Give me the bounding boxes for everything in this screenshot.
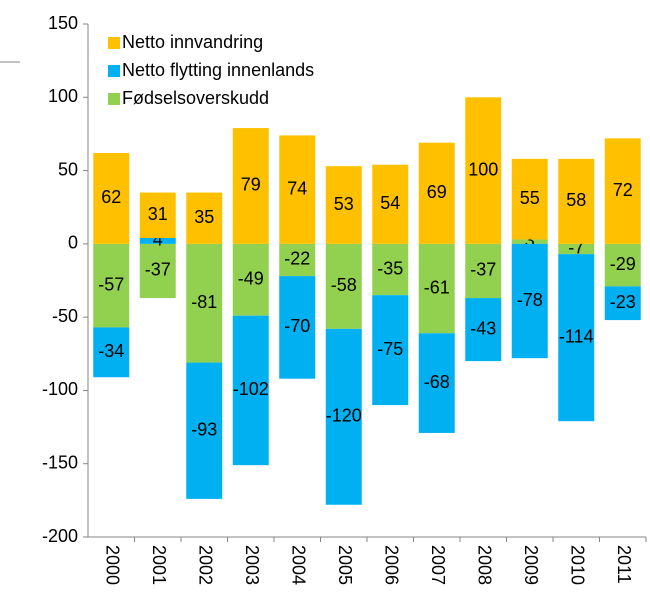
data-label: 100 <box>468 159 498 179</box>
data-label: -34 <box>98 341 124 361</box>
data-label: 53 <box>334 194 354 214</box>
bar-segment <box>465 298 502 362</box>
data-label: 54 <box>380 193 400 213</box>
data-label: -35 <box>377 258 403 278</box>
legend-swatch <box>108 65 120 77</box>
bar-segment <box>604 243 641 287</box>
bar-segment <box>558 243 595 255</box>
bar-segment <box>418 243 455 334</box>
x-tick-label: 2006 <box>382 545 402 585</box>
bar-segment <box>465 243 502 299</box>
x-tick-label: 2010 <box>568 545 588 585</box>
data-label: 3 <box>525 230 535 250</box>
data-label: -43 <box>470 318 496 338</box>
legend-swatch <box>108 37 120 49</box>
data-label: -68 <box>424 372 450 392</box>
bar-segment <box>511 243 548 359</box>
data-label: 62 <box>101 187 121 207</box>
legend-label: Fødselsoverskudd <box>122 88 269 108</box>
data-label: -58 <box>331 275 357 295</box>
bar-segment <box>372 243 409 296</box>
bar-segment <box>139 243 176 299</box>
bar-segment <box>558 254 595 422</box>
y-tick-label: -50 <box>52 306 78 326</box>
bar-segment <box>372 295 409 406</box>
data-label: 72 <box>613 180 633 200</box>
bar-segment <box>279 243 316 277</box>
data-label: -37 <box>145 260 171 280</box>
x-tick-label: 2011 <box>614 545 634 584</box>
bar-segment <box>232 243 269 316</box>
x-tick-label: 2001 <box>149 545 169 585</box>
bar-segment <box>511 239 548 244</box>
bar-segment <box>93 152 130 244</box>
y-tick-label: 150 <box>48 13 78 33</box>
data-label: 69 <box>427 182 447 202</box>
data-label: -93 <box>191 419 217 439</box>
bar-segment <box>325 243 362 329</box>
bar-segment <box>465 97 502 244</box>
bar-segment <box>139 237 176 244</box>
bar-segment <box>139 192 176 238</box>
data-label: -70 <box>284 316 310 336</box>
x-tick-label: 2000 <box>103 545 123 585</box>
data-label: 31 <box>148 204 168 224</box>
bar-segment <box>186 243 223 363</box>
y-tick-label: -200 <box>42 526 78 546</box>
bar-segment <box>558 158 595 244</box>
data-label: -102 <box>233 379 269 399</box>
bar-segment <box>325 328 362 505</box>
data-label: -75 <box>377 339 403 359</box>
bar-segment <box>604 138 641 244</box>
data-label: -61 <box>424 277 450 297</box>
x-tick-label: 2008 <box>475 545 495 585</box>
x-tick-label: 2009 <box>521 545 541 585</box>
data-label: -114 <box>559 326 594 346</box>
data-label: 4 <box>153 230 163 250</box>
x-tick-label: 2005 <box>335 545 355 585</box>
legend-swatch <box>108 93 120 105</box>
bar-segment <box>418 333 455 433</box>
bar-segment <box>279 135 316 244</box>
y-tick-label: 100 <box>48 86 78 106</box>
bar-segment <box>418 142 455 244</box>
data-label: 79 <box>241 175 261 195</box>
data-label: -29 <box>610 254 636 274</box>
bar-segment <box>511 158 548 240</box>
data-label: -57 <box>98 274 124 294</box>
x-tick-label: 2003 <box>242 545 262 585</box>
legend-label: Netto flytting innenlands <box>122 60 314 80</box>
bar-segment <box>232 315 269 466</box>
bar-segment <box>186 192 223 244</box>
x-tick-label: 2002 <box>196 545 216 585</box>
data-label: -22 <box>284 249 310 269</box>
data-label: 58 <box>566 190 586 210</box>
bar-segment <box>186 362 223 499</box>
data-label: -23 <box>610 292 636 312</box>
data-label: -120 <box>326 406 362 426</box>
data-label: -78 <box>517 290 543 310</box>
y-tick-label: 50 <box>58 159 78 179</box>
bar-segment <box>325 166 362 244</box>
legend-label: Netto innvandring <box>122 32 263 52</box>
x-tick-label: 2007 <box>428 545 448 585</box>
data-label: -81 <box>191 292 217 312</box>
data-label: 35 <box>194 207 214 227</box>
y-tick-label: -150 <box>42 452 78 472</box>
bar-segment <box>279 276 316 379</box>
data-label: 74 <box>287 178 307 198</box>
data-label: -37 <box>470 260 496 280</box>
bar-segment <box>372 164 409 244</box>
bar-segment <box>232 128 269 244</box>
y-tick-label: 0 <box>68 233 78 253</box>
bar-segment <box>93 243 130 328</box>
y-tick-label: -100 <box>42 379 78 399</box>
bar-segment <box>604 286 641 321</box>
bar-segment <box>93 327 130 378</box>
data-label: -49 <box>238 269 264 289</box>
x-tick-label: 2004 <box>289 545 309 585</box>
data-label: 55 <box>520 188 540 208</box>
